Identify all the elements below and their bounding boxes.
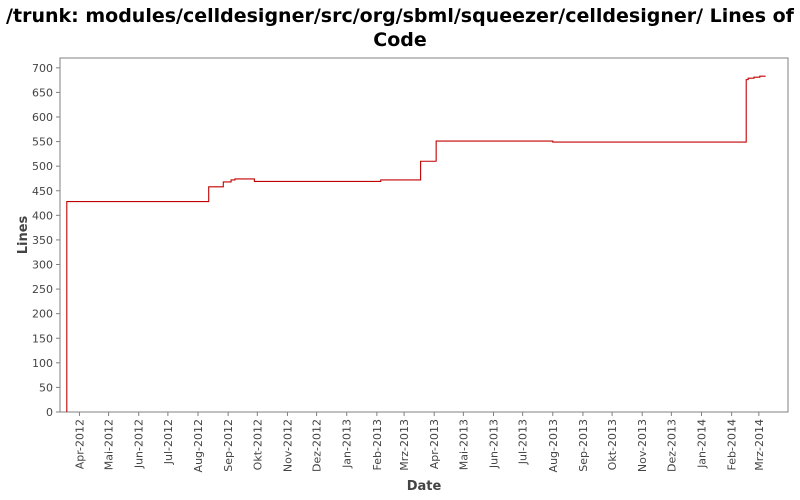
x-tick-label: Jan-2013	[341, 419, 354, 469]
y-tick-label: 0	[46, 406, 53, 419]
y-axis: 0 50 100 150 200 250 300 350 400 450 500 550 600 650 7…	[32, 62, 60, 419]
chart-title: /trunk: modules/celldesigner/src/org/sbm…	[6, 5, 794, 51]
x-tick-label: Aug-2013	[547, 419, 560, 472]
x-tick-label: Okt-2012	[251, 419, 264, 470]
x-tick-label: Jun-2012	[133, 419, 146, 469]
y-tick-label: 150	[32, 332, 53, 345]
series-line	[66, 75, 766, 412]
x-tick-label: Jan-2014	[695, 419, 708, 469]
x-tick-label: Sep-2012	[222, 419, 235, 472]
y-tick-label: 250	[32, 283, 53, 296]
y-tick-label: 350	[32, 234, 53, 247]
x-tick-label: Dez-2012	[311, 419, 324, 472]
x-tick-label: Dez-2013	[665, 419, 678, 472]
series-layer	[66, 75, 766, 412]
x-tick-label: Jul-2012	[162, 419, 175, 465]
y-tick-label: 600	[32, 111, 53, 124]
x-tick-label: Feb-2013	[371, 419, 384, 470]
x-tick-label: Mrz-2014	[753, 419, 766, 471]
x-tick-label: Feb-2014	[726, 419, 739, 470]
x-tick-label: Mai-2012	[103, 419, 116, 470]
x-axis-label: Date	[407, 479, 442, 494]
x-tick-label: Mrz-2013	[398, 419, 411, 471]
x-tick-label: Okt-2013	[606, 419, 619, 470]
y-tick-label: 300	[32, 259, 53, 272]
x-tick-label: Aug-2012	[192, 419, 205, 472]
x-tick-label: Apr-2013	[428, 419, 441, 469]
x-tick-label: Jul-2013	[517, 419, 530, 465]
y-tick-label: 700	[32, 62, 53, 75]
x-tick-label: Mai-2013	[457, 419, 470, 470]
y-tick-label: 50	[39, 381, 53, 394]
y-tick-label: 500	[32, 160, 53, 173]
plot-area	[59, 57, 789, 413]
y-tick-label: 450	[32, 185, 53, 198]
y-tick-label: 100	[32, 357, 53, 370]
x-tick-label: Jun-2013	[487, 419, 500, 469]
x-tick-label: Nov-2013	[636, 419, 649, 472]
x-tick-label: Apr-2012	[73, 419, 86, 469]
y-tick-label: 200	[32, 308, 53, 321]
y-tick-label: 650	[32, 86, 53, 99]
y-tick-label: 400	[32, 209, 53, 222]
y-tick-label: 550	[32, 136, 53, 149]
x-tick-label: Sep-2013	[577, 419, 590, 472]
x-tick-label: Nov-2012	[281, 419, 294, 472]
y-axis-label: Lines	[16, 215, 31, 254]
x-axis: Apr-2012 Mai-2012 Jun-2012 Jul-2012 Aug-2012…	[73, 412, 766, 472]
